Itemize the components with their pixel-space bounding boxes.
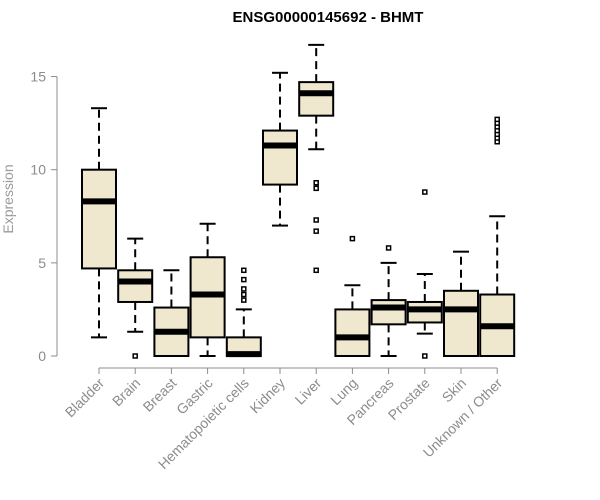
outlier-point [313,267,319,274]
x-tick-label: Liver [292,375,325,408]
x-tick-label: Brain [109,375,143,409]
outlier-point [241,286,247,292]
outlier-point [494,116,500,123]
x-tick-label: Skin [439,375,470,406]
box-group [225,267,262,358]
box-group [189,222,226,357]
y-tick-label: 15 [30,69,46,85]
x-tick-label: Kidney [247,375,289,417]
plot-area [81,43,516,359]
box-group [81,107,117,339]
box [370,299,407,326]
box-group [334,235,371,357]
box-group [117,237,154,359]
outlier-point [422,353,428,359]
outlier-point [132,353,138,359]
y-axis-label: Expression [0,164,16,233]
outlier-point [241,276,247,283]
box-group [479,116,516,357]
box [443,289,479,357]
box-group [262,71,298,227]
box [81,168,117,270]
outlier-point [349,235,356,242]
box-group [370,245,407,357]
box [262,129,298,186]
outlier-point [385,245,392,251]
y-tick-label: 10 [30,162,46,178]
y-tick-label: 0 [38,348,46,364]
box-group [443,250,479,357]
box-group [298,43,335,274]
x-tick-label: Breast [140,375,180,415]
y-tick-label: 5 [38,255,46,271]
outlier-point [422,189,428,195]
y-axis: 0 5 10 15 [30,69,58,364]
outlier-point [313,185,319,192]
box-group [153,269,190,357]
outlier-point [313,179,319,186]
outlier-point [241,291,247,298]
box [298,81,335,117]
outlier-point [313,217,319,223]
outlier-point [313,228,319,234]
box-group [406,189,443,359]
outlier-point [241,267,247,274]
chart-title: ENSG00000145692 - BHMT [233,9,424,26]
x-tick-label: Bladder [62,375,108,421]
box [334,308,371,357]
x-tick-label: Lung [327,375,360,408]
outlier-point [241,297,247,303]
box [117,269,154,303]
